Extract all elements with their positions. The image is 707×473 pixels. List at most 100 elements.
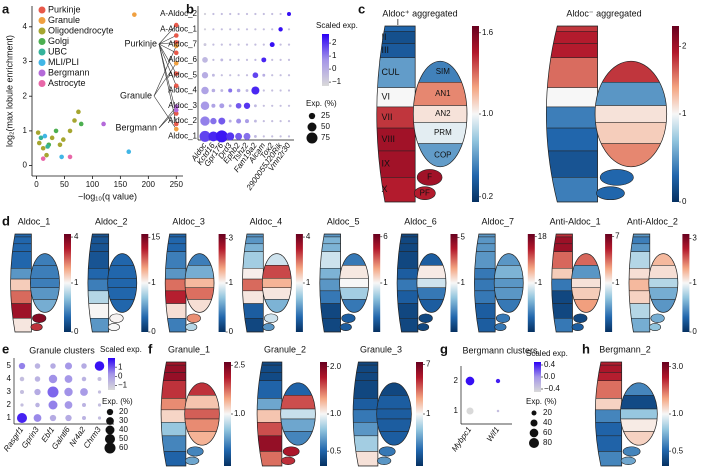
lobule: [262, 299, 292, 313]
lobule: [595, 143, 667, 167]
dot: [235, 132, 243, 140]
dot: [34, 363, 41, 369]
lobule: [107, 299, 137, 313]
annotation-line: [158, 106, 177, 129]
size-legend-label: 50: [119, 434, 128, 443]
colorbar-tick-label: 1: [538, 278, 543, 287]
point: [45, 144, 50, 149]
lobule: [87, 234, 109, 238]
lobule: [546, 150, 598, 178]
dot: [47, 386, 59, 398]
dot: [262, 135, 265, 138]
dot: [279, 12, 282, 16]
lobule: [353, 362, 378, 366]
lobule: [628, 268, 650, 280]
hemisphere-outline: [412, 60, 468, 168]
lobule: [628, 243, 650, 252]
colorbar-tick-label: 0: [682, 197, 687, 206]
dot: [20, 403, 24, 407]
colorbar-tick-label: 2.5: [234, 360, 246, 369]
dot: [237, 58, 240, 62]
lobule: [10, 268, 32, 280]
colorbar-tick-label: 6: [383, 232, 388, 241]
lobule: [551, 268, 573, 280]
size-legend-dot: [308, 112, 316, 120]
row-label: A-Aldoc_1: [160, 24, 197, 33]
dot: [35, 402, 40, 408]
x-tick-label: 250: [170, 180, 184, 189]
lobule: [184, 287, 215, 300]
lobule: [242, 290, 264, 304]
lobule: [376, 395, 412, 410]
point: [173, 71, 179, 76]
dot: [208, 131, 219, 142]
dot: [48, 400, 58, 410]
lobule: [319, 318, 341, 332]
dot: [97, 416, 102, 420]
row-label: 5: [7, 361, 12, 370]
legend-marker: [38, 17, 46, 24]
colorbar: [472, 26, 479, 202]
dot: [278, 27, 283, 32]
legend-marker: [38, 69, 46, 77]
dot: [262, 104, 265, 107]
dot: [229, 12, 232, 16]
legend-title: Scaled exp.: [100, 345, 142, 354]
hemisphere-outline: [620, 382, 658, 446]
lobule: [186, 313, 201, 323]
map-title: Anti-Aldoc_2: [627, 216, 678, 226]
lobule: [397, 236, 418, 245]
dot: [271, 120, 274, 123]
lobule: [184, 299, 215, 313]
size-legend-label: 30: [119, 416, 128, 425]
lobule: [620, 456, 636, 465]
colorbar-tick-label: 0: [118, 371, 123, 380]
vermis-outline: [396, 233, 419, 333]
dot: [287, 89, 291, 92]
dot: [253, 104, 257, 108]
dot: [64, 401, 73, 409]
lobule: [650, 313, 665, 323]
colorbar: [373, 234, 381, 332]
dot: [244, 119, 250, 124]
dot: [496, 409, 500, 413]
row-label: 3: [7, 387, 12, 396]
lobule: [165, 236, 186, 245]
lobule: [474, 268, 496, 280]
lobule: [551, 236, 573, 245]
lobule: [546, 177, 598, 202]
vermis-outline: [474, 233, 496, 333]
point: [173, 111, 179, 116]
point: [173, 43, 179, 49]
region-label: VI: [382, 92, 391, 102]
lobule: [376, 31, 416, 44]
dot: [245, 89, 249, 92]
lobule: [494, 278, 524, 288]
legend-label: Granule: [48, 15, 80, 25]
lobule: [184, 395, 220, 410]
dot: [220, 74, 223, 77]
lobule: [416, 265, 446, 279]
size-legend-dot: [104, 442, 116, 454]
map-title: Aldoc_4: [250, 216, 283, 226]
lobule: [341, 313, 356, 323]
hemisphere-outline: [571, 253, 601, 313]
dot: [262, 12, 265, 16]
lobule: [262, 265, 292, 279]
hemisphere-outline: [184, 253, 215, 313]
point: [36, 140, 42, 146]
lobule: [165, 234, 186, 238]
size-legend-dot: [306, 132, 318, 144]
x-tick-label: 100: [86, 180, 100, 189]
dot: [18, 362, 26, 370]
size-legend-label: 20: [119, 407, 128, 416]
panel-label: h: [582, 341, 590, 356]
colorbar-tick-label: 4: [74, 232, 79, 241]
x-tick-label: 0: [34, 180, 39, 189]
lobule: [620, 431, 658, 446]
dot: [279, 74, 282, 77]
dot: [286, 11, 292, 17]
lobule: [10, 278, 32, 292]
vermis-outline: [164, 233, 187, 333]
lobule: [319, 251, 341, 269]
